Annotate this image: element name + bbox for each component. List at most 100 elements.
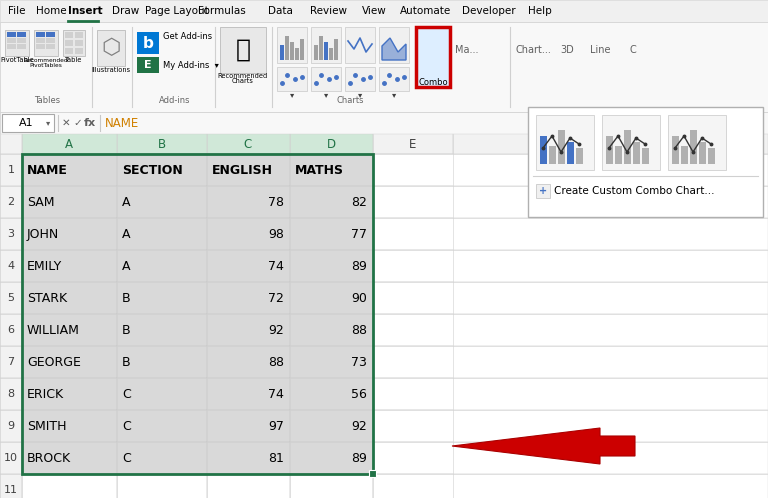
Text: Combo: Combo (419, 78, 448, 87)
Bar (602, 115, 660, 170)
Text: 74: 74 (268, 259, 284, 272)
Text: PivotTable: PivotTable (0, 57, 34, 63)
Bar (290, 282, 373, 314)
Text: Chart...: Chart... (515, 45, 551, 55)
Bar (373, 442, 768, 474)
Bar (22, 154, 117, 186)
Text: MATHS: MATHS (295, 163, 344, 176)
Text: Charts: Charts (336, 96, 364, 105)
Text: 📊: 📊 (236, 38, 250, 62)
Text: A: A (65, 137, 73, 150)
Bar (22, 218, 117, 250)
Bar (436, 51, 440, 62)
Text: 73: 73 (351, 356, 367, 369)
Text: D: D (326, 137, 336, 150)
Text: ✓: ✓ (74, 118, 82, 128)
Text: 88: 88 (268, 356, 284, 369)
Text: b: b (143, 35, 154, 50)
Text: Draw: Draw (112, 6, 139, 16)
Bar (558, 130, 565, 164)
Bar (290, 42, 294, 60)
Bar (290, 474, 373, 498)
Bar (373, 378, 768, 410)
Bar (373, 474, 768, 498)
Bar (117, 134, 207, 154)
Bar (0, 346, 22, 378)
Text: WILLIAM: WILLIAM (27, 324, 80, 337)
Bar (34, 30, 58, 56)
Bar (373, 154, 768, 186)
Text: Line: Line (590, 45, 611, 55)
Polygon shape (382, 38, 406, 60)
Bar (290, 154, 373, 186)
Bar (0, 282, 22, 314)
Bar (290, 186, 373, 218)
Bar (22, 282, 117, 314)
Text: Page Layout: Page Layout (145, 6, 209, 16)
Bar (0, 378, 22, 410)
Bar (633, 142, 640, 164)
Bar (0, 22, 768, 112)
Text: Illustrations: Illustrations (91, 67, 131, 73)
Bar (373, 346, 453, 378)
Bar (290, 250, 373, 282)
Text: ▾: ▾ (392, 91, 396, 100)
Bar (453, 134, 768, 154)
Bar (606, 136, 613, 164)
Text: C: C (122, 387, 131, 400)
Bar (690, 130, 697, 164)
Bar (137, 57, 159, 73)
Text: 89: 89 (351, 259, 367, 272)
Text: 6: 6 (8, 325, 15, 335)
Bar (280, 45, 284, 60)
Bar (0, 314, 22, 346)
Text: Create Custom Combo Chart...: Create Custom Combo Chart... (554, 186, 714, 196)
Text: NAME: NAME (105, 117, 139, 129)
Text: ▾: ▾ (290, 91, 294, 100)
Bar (373, 410, 768, 442)
Text: ⬡: ⬡ (101, 38, 121, 58)
Bar (117, 410, 207, 442)
Bar (373, 378, 453, 410)
Bar (207, 346, 290, 378)
Bar (207, 186, 290, 218)
Bar (290, 442, 373, 474)
Bar (615, 146, 622, 164)
Bar (137, 32, 159, 54)
Bar (576, 148, 583, 164)
Text: ▾: ▾ (46, 119, 50, 127)
Text: 2: 2 (8, 197, 15, 207)
Bar (0, 154, 22, 186)
Bar (65, 48, 73, 54)
Bar (0, 442, 22, 474)
Text: 77: 77 (351, 228, 367, 241)
Bar (36, 38, 45, 43)
Bar (65, 32, 73, 38)
Text: Help: Help (528, 6, 551, 16)
Text: 8: 8 (8, 389, 15, 399)
Bar (373, 282, 768, 314)
Text: ERICK: ERICK (27, 387, 64, 400)
Text: C: C (630, 45, 637, 55)
Bar (207, 134, 290, 154)
Bar (369, 470, 376, 477)
Text: Charts: Charts (232, 78, 254, 84)
Bar (373, 154, 453, 186)
Text: ENGLISH: ENGLISH (212, 163, 273, 176)
Polygon shape (452, 428, 635, 464)
Text: 78: 78 (268, 196, 284, 209)
Bar (681, 146, 688, 164)
Bar (22, 186, 117, 218)
Bar (324, 42, 328, 60)
Text: SAM: SAM (27, 196, 55, 209)
Bar (17, 32, 26, 37)
Bar (46, 32, 55, 37)
Bar (290, 134, 373, 154)
Bar (290, 314, 373, 346)
Bar (300, 39, 304, 60)
Bar (295, 48, 299, 60)
Text: 7: 7 (8, 357, 15, 367)
Text: 3: 3 (8, 229, 15, 239)
Bar (97, 30, 125, 66)
Text: BROCK: BROCK (27, 452, 71, 465)
